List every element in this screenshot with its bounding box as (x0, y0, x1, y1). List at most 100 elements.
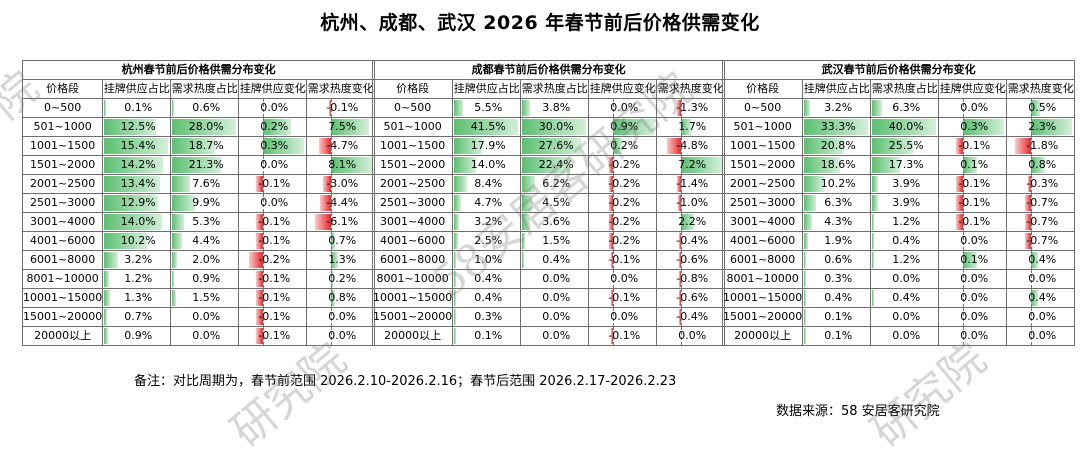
demand-share-cell: 9.9% (170, 193, 240, 213)
cell-value: 4.4% (192, 234, 221, 247)
data-bar (872, 157, 900, 173)
cell-value: -0.1% (958, 215, 991, 228)
data-bar (677, 176, 682, 192)
supply-change-cell: 0.3% (938, 117, 1008, 137)
column-header-demand-change: 需求热度变化 (306, 79, 376, 99)
cell-value: 17.3% (888, 158, 924, 171)
cell-value: -0.1% (258, 310, 291, 323)
supply-share-cell: 1.3% (102, 288, 172, 308)
zero-axis (263, 308, 265, 326)
table-row: 6001~8000 0.6% 1.2% 0.1% 0.4% (721, 250, 1076, 270)
cell-value: 0.0% (542, 329, 571, 342)
demand-share-cell: 0.0% (870, 269, 940, 289)
cell-value: -0.6% (676, 291, 709, 304)
data-bar (329, 100, 332, 116)
data-bar (1031, 119, 1073, 135)
data-bar (804, 309, 807, 325)
column-header-supply-change: 挂牌供应变化 (938, 79, 1008, 99)
cell-value: -0.7% (1026, 234, 1059, 247)
data-bar (872, 119, 937, 135)
cell-value: 0.0% (892, 272, 921, 285)
demand-change-cell: -4.4% (306, 193, 376, 213)
zero-axis (963, 289, 965, 307)
cell-value: 0.2% (610, 139, 639, 152)
cell-value: 1.5% (542, 234, 571, 247)
cell-value: 0.7% (328, 234, 357, 247)
demand-share-cell: 1.5% (170, 288, 240, 308)
cell-value: 6.3% (824, 196, 853, 209)
cell-value: 0.0% (610, 101, 639, 114)
column-header-price-band: 价格段 (721, 79, 804, 99)
cell-value: -4.8% (676, 139, 709, 152)
data-bar (522, 138, 582, 154)
supply-share-cell: 15.4% (102, 136, 172, 156)
demand-change-cell: -0.8% (656, 269, 726, 289)
zero-axis (1031, 156, 1033, 174)
demand-share-cell: 6.2% (520, 174, 590, 194)
table-row: 15001~20000 0.7% 0.0% -0.1% 0.0% (21, 307, 376, 327)
supply-change-cell: -0.1% (238, 288, 308, 308)
data-bar (331, 157, 373, 173)
zero-axis (263, 327, 265, 345)
zero-axis (1031, 137, 1033, 155)
zero-axis (331, 289, 333, 307)
cell-value: 0.4% (474, 272, 503, 285)
zero-axis (963, 99, 965, 117)
data-bar (104, 271, 110, 287)
price-band-cell: 1001~1500 (371, 136, 454, 156)
table-row: 4001~6000 10.2% 4.4% -0.1% 0.7% (21, 231, 376, 251)
demand-change-cell: -1.8% (1006, 136, 1076, 156)
price-band-cell: 2001~2500 (721, 174, 804, 194)
price-band-cell: 0~500 (721, 98, 804, 118)
cell-value: 0.7% (124, 310, 153, 323)
data-bar (679, 309, 682, 325)
zero-axis (331, 327, 333, 345)
data-bar (172, 119, 237, 135)
data-bar (454, 328, 457, 344)
data-bar (104, 290, 110, 306)
data-bar (679, 233, 682, 249)
data-bar (104, 252, 118, 268)
cell-value: 0.0% (960, 310, 989, 323)
data-bar (678, 271, 682, 287)
zero-axis (263, 270, 265, 288)
cell-value: 0.4% (892, 234, 921, 247)
supply-change-cell: -0.1% (938, 174, 1008, 194)
data-bar (172, 195, 195, 211)
demand-share-cell: 25.5% (870, 136, 940, 156)
cell-value: 2.3% (1028, 120, 1057, 133)
cell-value: 0.9% (192, 272, 221, 285)
supply-share-cell: 8.4% (452, 174, 522, 194)
demand-change-cell: -1.4% (656, 174, 726, 194)
demand-change-cell: 0.0% (656, 326, 726, 346)
data-bar (804, 119, 869, 135)
zero-axis (681, 308, 683, 326)
supply-share-cell: 0.7% (102, 307, 172, 327)
zero-axis (1031, 118, 1033, 136)
zero-axis (681, 99, 683, 117)
column-header-supply-change: 挂牌供应变化 (588, 79, 658, 99)
demand-share-cell: 30.0% (520, 117, 590, 137)
data-bar (249, 252, 264, 268)
demand-share-cell: 6.3% (870, 98, 940, 118)
cell-value: 0.2% (260, 120, 289, 133)
data-bar (104, 328, 108, 344)
cell-value: -0.1% (958, 139, 991, 152)
price-band-cell: 8001~10000 (721, 269, 804, 289)
supply-change-cell: -0.1% (588, 250, 658, 270)
demand-share-cell: 0.0% (520, 307, 590, 327)
data-bar (963, 157, 977, 173)
demand-change-cell: 2.3% (1006, 117, 1076, 137)
data-bar (256, 176, 264, 192)
supply-change-cell: 0.0% (938, 231, 1008, 251)
cell-value: -0.1% (958, 177, 991, 190)
demand-change-cell: -0.7% (1006, 231, 1076, 251)
cell-value: 0.4% (824, 291, 853, 304)
price-band-cell: 501~1000 (371, 117, 454, 137)
supply-share-cell: 33.3% (802, 117, 872, 137)
cell-value: 0.1% (960, 253, 989, 266)
supply-change-cell: -0.1% (938, 136, 1008, 156)
zero-axis (613, 213, 615, 231)
demand-change-cell: 1.3% (306, 250, 376, 270)
price-band-cell: 501~1000 (21, 117, 104, 137)
